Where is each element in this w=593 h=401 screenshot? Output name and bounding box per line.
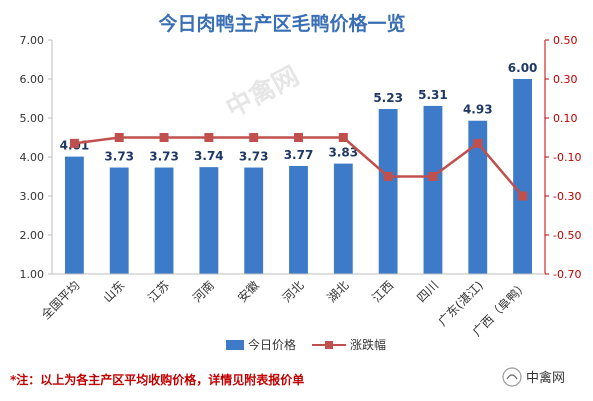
bar (154, 167, 174, 274)
category-label: 江西 (369, 278, 396, 305)
bar-data-label: 3.74 (194, 149, 224, 163)
right-axis: -0.70 -0.50 -0.30 -0.10 0.10 0.30 0.50 (544, 34, 581, 281)
bar (244, 167, 264, 274)
left-tick-label: 3.00 (20, 190, 45, 203)
bar-data-label: 6.00 (508, 61, 538, 75)
bar (468, 120, 488, 274)
right-tick-label: 0.50 (553, 34, 578, 47)
line-point (294, 133, 303, 142)
right-tick-label: -0.50 (553, 229, 581, 242)
line-point (428, 172, 438, 181)
line-point (338, 133, 348, 142)
bar-group: 3.73 (149, 150, 179, 274)
bar-series: 4.01 3.73 3.73 3.74 3.73 3.77 3.83 5.23 5.31 4.93… (60, 61, 538, 274)
line-point (249, 133, 259, 142)
bar (199, 167, 219, 274)
brand-icon-mark (506, 374, 518, 380)
legend-line-marker (325, 341, 333, 349)
bar-group: 5.31 (418, 88, 448, 274)
line-point (69, 138, 79, 148)
left-tick-label: 5.00 (20, 112, 45, 125)
bar (423, 105, 443, 274)
line-point (159, 133, 169, 142)
line-series (69, 133, 528, 201)
category-label: 江苏 (145, 278, 172, 305)
bar-group: 3.74 (194, 149, 224, 274)
category-label: 四川 (414, 278, 441, 305)
line-point (518, 191, 528, 201)
category-label: 河北 (280, 278, 307, 305)
bar-group: 4.93 (463, 103, 493, 274)
bar-data-label: 5.31 (418, 88, 448, 102)
brand-name: 中禽网 (526, 370, 565, 386)
bar-data-label: 5.23 (373, 91, 403, 105)
right-tick-label: 0.10 (553, 112, 578, 125)
legend: 今日价格 涨跌幅 (226, 337, 386, 352)
legend-bar-label: 今日价格 (248, 337, 296, 352)
chart-title: 今日肉鸭主产区毛鸭价格一览 (157, 12, 405, 35)
brand-icon (502, 367, 522, 387)
bar-group: 5.23 (373, 91, 403, 274)
bar-group: 6.00 (508, 61, 538, 274)
bar-data-label: 4.93 (463, 103, 493, 117)
bar-data-label: 3.73 (149, 150, 179, 164)
bar (64, 156, 84, 274)
right-tick-label: -0.30 (553, 190, 581, 203)
bar-group: 4.01 (60, 139, 89, 274)
legend-bar-swatch (226, 340, 244, 350)
line-point (204, 133, 214, 142)
category-label: 山东 (100, 278, 127, 305)
bar-group: 3.73 (104, 150, 134, 274)
bar-group: 3.83 (329, 146, 359, 274)
bar (289, 165, 308, 274)
left-tick-label: 6.00 (20, 73, 45, 86)
bar-data-label: 3.77 (284, 148, 314, 162)
footnote: *注：以上为各主产区平均收购价格，详情见附表报价单 (10, 372, 304, 387)
bar (333, 163, 353, 274)
bar-data-label: 3.73 (239, 150, 269, 164)
right-tick-label: 0.30 (553, 73, 578, 86)
watermark: 中禽网 (221, 60, 304, 124)
bar-data-label: 3.73 (104, 150, 134, 164)
line-point (383, 172, 393, 181)
category-label: 安徽 (234, 278, 262, 306)
left-tick-label: 7.00 (20, 34, 45, 47)
bar-group: 3.73 (239, 150, 269, 274)
category-label: 河南 (189, 278, 217, 306)
bar (378, 109, 398, 274)
left-tick-label: 2.00 (20, 229, 45, 242)
line-point (114, 133, 124, 142)
bar-data-label: 3.83 (329, 146, 359, 160)
right-tick-label: -0.70 (553, 268, 581, 281)
watermark-text: 中禽网 (221, 60, 304, 124)
line-point (473, 138, 483, 148)
bar (513, 79, 533, 274)
category-label: 湖北 (324, 278, 352, 306)
legend-line-label: 涨跌幅 (350, 337, 386, 352)
brand-logo: 中禽网 (502, 367, 565, 387)
left-axis: 1.00 2.00 3.00 4.00 5.00 6.00 7.00 (20, 34, 53, 281)
left-tick-label: 1.00 (20, 268, 45, 281)
bar-group: 3.77 (284, 148, 314, 274)
category-label: 全国平均 (38, 278, 83, 323)
bar (109, 167, 129, 274)
left-tick-label: 4.00 (20, 151, 45, 164)
right-tick-label: -0.10 (553, 151, 581, 164)
